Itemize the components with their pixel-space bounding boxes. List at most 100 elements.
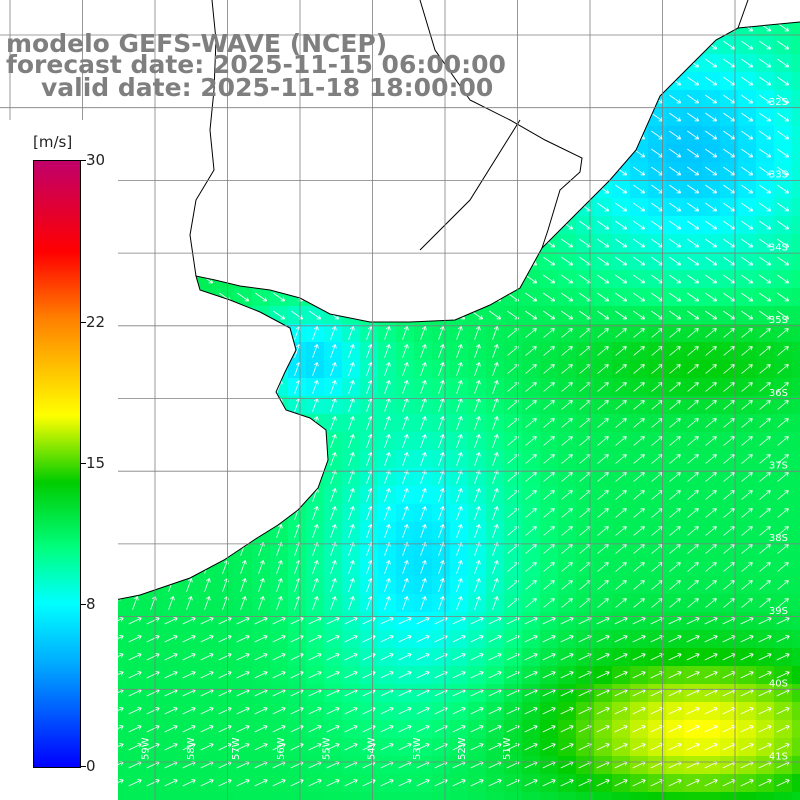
wind-speed-cell	[792, 738, 800, 757]
wind-arrow	[525, 472, 537, 482]
wind-arrow	[741, 436, 753, 446]
wind-arrow	[687, 454, 699, 464]
wind-arrow	[456, 488, 463, 502]
wind-arrow	[204, 578, 211, 592]
wind-arrow	[488, 653, 502, 661]
wind-arrow	[687, 166, 700, 176]
wind-arrow	[525, 544, 537, 554]
wind-arrow	[597, 580, 609, 590]
wind-arrow	[759, 472, 771, 482]
wind-arrow	[543, 274, 556, 284]
wind-arrow	[525, 310, 538, 320]
wind-arrow	[758, 617, 772, 625]
wind-arrow	[524, 617, 538, 625]
wind-arrow	[330, 452, 337, 466]
latitude-label: 36S	[769, 388, 788, 399]
wind-arrow	[723, 112, 736, 122]
latitude-label: 40S	[769, 679, 788, 690]
wind-arrow	[633, 436, 645, 446]
wind-speed-cell	[414, 792, 433, 800]
wind-arrow	[723, 382, 735, 392]
wind-arrow	[560, 707, 574, 715]
wind-arrow	[438, 434, 445, 448]
wind-speed-cell	[648, 792, 667, 800]
wind-arrow	[344, 707, 358, 715]
wind-arrow	[705, 418, 717, 428]
wind-arrow	[668, 617, 682, 625]
wind-arrow	[615, 310, 628, 320]
wind-speed-cell	[630, 792, 649, 800]
wind-arrow	[615, 292, 628, 302]
wind-arrow	[402, 596, 409, 610]
wind-arrow	[741, 580, 753, 590]
wind-arrow	[705, 346, 717, 356]
wind-arrow	[561, 436, 573, 446]
wind-arrow	[597, 310, 610, 320]
wind-arrow	[777, 112, 790, 122]
wind-arrow	[615, 418, 627, 428]
wind-arrow	[705, 202, 718, 212]
wind-arrow	[633, 364, 645, 374]
wind-arrow	[474, 362, 481, 376]
wind-arrow	[686, 617, 700, 625]
wind-arrow	[348, 560, 355, 574]
colorbar-tick-mark	[80, 604, 86, 606]
wind-arrow	[597, 382, 609, 392]
wind-arrow	[597, 364, 609, 374]
wind-speed-cell	[774, 792, 793, 800]
wind-arrow	[438, 362, 445, 376]
land-mask	[0, 0, 800, 613]
wind-arrow	[308, 671, 322, 679]
wind-arrow	[723, 508, 735, 518]
wind-arrow	[146, 725, 160, 733]
wind-arrow	[164, 635, 178, 643]
wind-arrow	[218, 707, 232, 715]
wind-arrow	[597, 508, 609, 518]
wind-speed-cell	[792, 126, 800, 145]
wind-arrow	[561, 310, 574, 320]
wind-arrow	[420, 452, 427, 466]
wind-arrow	[723, 166, 736, 176]
wind-arrow	[362, 635, 376, 643]
wind-arrow	[384, 362, 391, 376]
wind-arrow	[330, 596, 337, 610]
colorbar-tick-mark	[80, 766, 86, 767]
longitude-label: 54W	[367, 737, 378, 760]
wind-arrow	[668, 707, 682, 715]
wind-arrow	[615, 346, 627, 356]
wind-arrow	[164, 671, 178, 679]
wind-arrow	[492, 560, 499, 574]
wind-arrow	[456, 596, 463, 610]
wind-arrow	[492, 416, 499, 430]
wind-arrow	[561, 580, 573, 590]
wind-arrow	[128, 779, 142, 787]
wind-arrow	[542, 707, 556, 715]
wind-arrow	[492, 488, 499, 502]
wind-arrow	[470, 617, 484, 625]
wind-arrow	[398, 725, 412, 733]
wind-arrow	[615, 490, 627, 500]
wind-arrow	[668, 671, 682, 679]
wind-arrow	[741, 310, 754, 320]
wind-arrow	[615, 382, 627, 392]
wind-arrow	[615, 400, 627, 410]
wind-arrow	[686, 779, 700, 787]
wind-arrow	[777, 310, 790, 320]
wind-arrow	[402, 524, 409, 538]
wind-arrow	[561, 562, 573, 572]
wind-speed-cell	[720, 792, 739, 800]
wind-arrow	[326, 635, 340, 643]
wind-arrow	[488, 707, 502, 715]
wind-arrow	[384, 578, 391, 592]
wind-arrow	[312, 326, 319, 340]
wind-arrow	[759, 40, 772, 50]
wind-arrow	[326, 779, 340, 787]
wind-arrow	[384, 434, 391, 448]
wind-arrow	[632, 779, 646, 787]
wind-arrow	[492, 524, 499, 538]
wind-speed-cell	[792, 666, 800, 685]
wind-arrow	[776, 617, 790, 625]
wind-speed-cell	[756, 792, 775, 800]
wind-arrow	[254, 743, 268, 751]
